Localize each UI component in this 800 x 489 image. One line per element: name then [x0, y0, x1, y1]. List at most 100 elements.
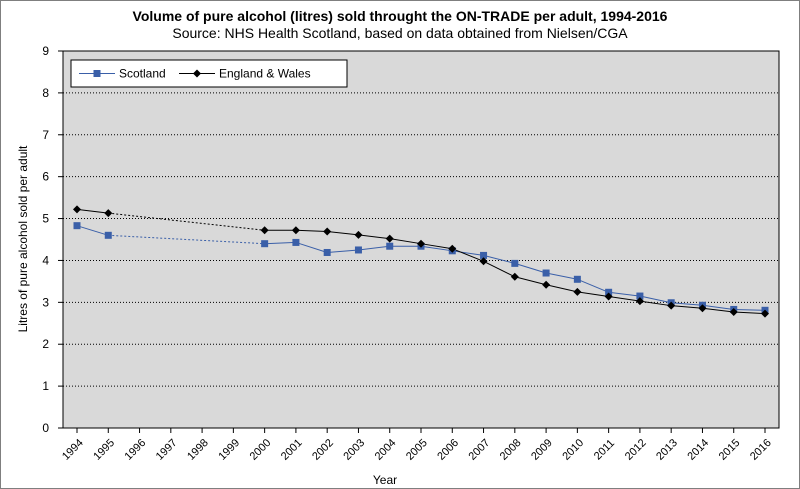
series-line-segment — [76, 208, 109, 214]
x-tick-label: 2003 — [341, 437, 367, 463]
data-point-diamond — [385, 234, 394, 243]
data-point-square — [511, 259, 519, 267]
data-point-diamond — [73, 205, 81, 214]
series-line-segment — [295, 229, 328, 233]
data-point-square — [292, 238, 300, 246]
chart-title: Volume of pure alcohol (litres) sold thr… — [132, 8, 668, 24]
series-line-segment — [483, 260, 516, 278]
x-tick-label: 2013 — [654, 437, 680, 463]
series-line-segment — [733, 311, 766, 315]
x-tick-label: 1996 — [123, 437, 149, 463]
data-point-diamond — [604, 292, 613, 301]
x-tick-label: 2004 — [373, 437, 399, 463]
data-point-square — [636, 292, 644, 300]
series-line-segment — [76, 225, 109, 236]
y-tick-label: 9 — [42, 44, 49, 58]
data-point-square — [261, 240, 269, 248]
x-tick-label: 2016 — [748, 437, 774, 463]
x-axis-label: Year — [373, 473, 397, 487]
series-line-segment — [639, 295, 672, 304]
data-point-square — [386, 242, 394, 250]
data-point-square — [573, 275, 581, 283]
x-tick-label: 2008 — [498, 437, 524, 463]
data-point-diamond — [761, 309, 769, 318]
data-point-diamond — [573, 287, 582, 296]
x-tick-label: 1998 — [185, 437, 211, 463]
x-tick-label: 2015 — [717, 437, 743, 463]
y-tick-label: 8 — [42, 86, 49, 100]
series-line-segment — [452, 248, 484, 262]
y-tick-label: 6 — [42, 170, 49, 184]
x-tick-label: 2010 — [560, 437, 586, 463]
series-line-segment — [514, 262, 547, 274]
data-point-diamond — [729, 307, 738, 316]
y-tick-label: 5 — [42, 212, 49, 226]
series-line-segment — [295, 241, 328, 253]
chart-subtitle: Source: NHS Health Scotland, based on da… — [172, 25, 628, 41]
y-tick-label: 3 — [42, 295, 49, 309]
y-tick-label: 0 — [42, 421, 49, 435]
y-tick-label: 2 — [42, 337, 49, 351]
series-line-segment — [327, 231, 359, 236]
series-line-segment — [608, 295, 640, 302]
legend-label: England & Wales — [219, 67, 311, 81]
series-line-segment — [545, 284, 578, 293]
data-point-diamond — [635, 297, 644, 306]
series-line-segment — [452, 250, 484, 256]
series-line-segment — [264, 241, 296, 245]
data-point-diamond — [260, 226, 269, 235]
series-line-segment — [608, 291, 640, 297]
data-point-square — [73, 222, 81, 230]
series-line-segment — [420, 245, 453, 252]
data-point-square — [354, 246, 362, 254]
x-tick-label: 2001 — [279, 437, 305, 463]
series-line-segment — [327, 249, 359, 253]
x-tick-label: 2000 — [248, 437, 274, 463]
data-point-diamond — [291, 226, 300, 235]
x-tick-label: 2002 — [310, 437, 336, 463]
data-point-diamond — [448, 244, 457, 253]
series-line-segment — [639, 300, 672, 307]
series-line-segment — [702, 304, 734, 310]
data-point-diamond — [698, 304, 707, 313]
y-tick-label: 1 — [42, 379, 49, 393]
series-line-segment — [577, 291, 609, 297]
series-line-segment — [358, 245, 390, 251]
x-tick-label: 2014 — [685, 437, 711, 463]
legend-label: Scotland — [119, 67, 166, 81]
x-tick-label: 1994 — [60, 437, 86, 463]
series-line-segment — [577, 278, 609, 293]
data-point-square — [605, 288, 613, 296]
series-line-segment — [420, 243, 453, 250]
data-point-diamond — [104, 209, 113, 218]
data-point-diamond — [479, 257, 488, 266]
x-tick-label: 2007 — [467, 437, 493, 463]
y-tick-label: 7 — [42, 128, 49, 142]
data-point-diamond — [542, 280, 551, 289]
data-point-diamond — [323, 227, 332, 236]
series-line-segment — [671, 302, 703, 306]
x-tick-label: 1999 — [216, 437, 242, 463]
series-line-segment — [358, 234, 390, 240]
y-tick-label: 4 — [42, 253, 49, 267]
plot-area — [62, 50, 780, 429]
data-point-diamond — [354, 230, 363, 239]
data-point-square — [104, 231, 112, 239]
data-point-diamond — [417, 239, 425, 248]
x-tick-label: 2009 — [529, 437, 555, 463]
series-line-segment — [545, 272, 578, 280]
x-tick-label: 1997 — [154, 437, 180, 463]
x-tick-label: 2011 — [592, 437, 617, 462]
series-line-segment — [702, 307, 734, 313]
series-line-segment — [389, 238, 422, 245]
data-point-diamond — [667, 301, 676, 310]
series-line-segment — [514, 276, 547, 286]
data-point-square — [542, 269, 550, 277]
series-line-segment — [671, 305, 703, 309]
x-tick-label: 1995 — [91, 437, 117, 463]
legend-marker-diamond — [193, 69, 201, 78]
x-tick-label: 2006 — [435, 437, 461, 463]
legend-marker-square — [93, 70, 101, 77]
